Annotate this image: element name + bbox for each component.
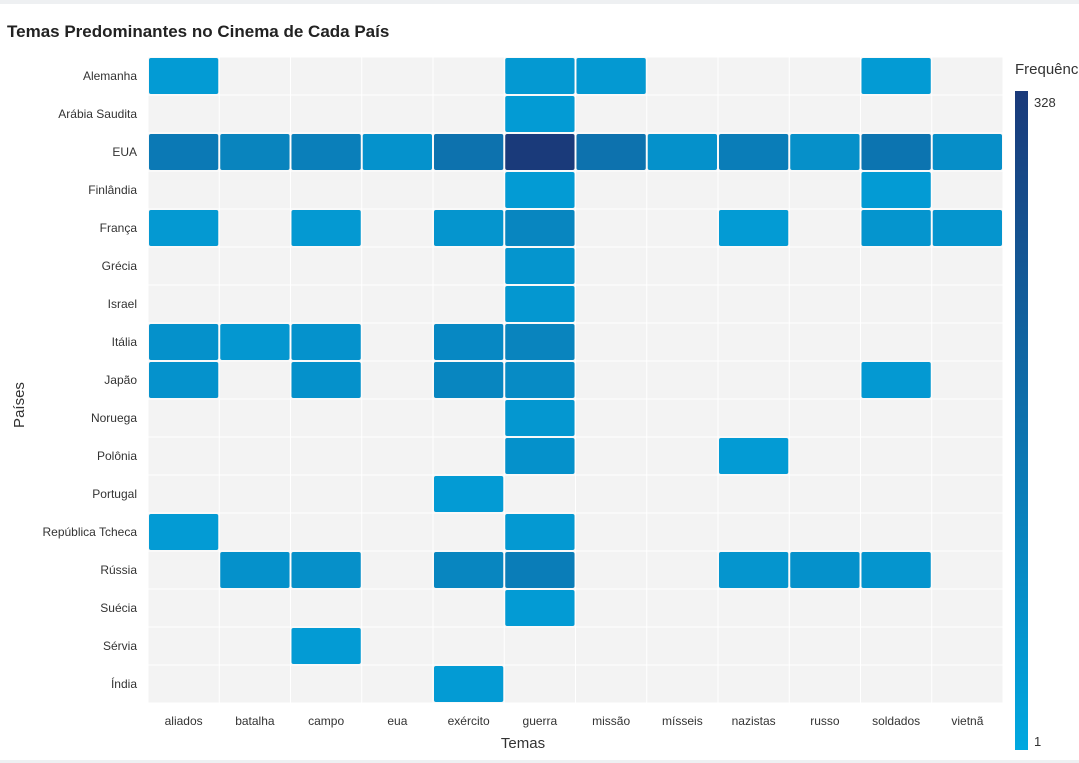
heatmap-cell[interactable]: Alemanha / soldados: 8 xyxy=(861,58,931,94)
legend-title: Frequência xyxy=(1015,61,1079,78)
heatmap-cell[interactable]: Japão / aliados: 18 xyxy=(149,362,219,398)
y-tick-label: Suécia xyxy=(100,601,137,615)
x-tick-label: russo xyxy=(810,714,840,728)
heatmap-cell[interactable]: EUA / aliados: 70 xyxy=(149,134,219,170)
heatmap-cell[interactable]: Israel / guerra: 12 xyxy=(505,286,575,322)
x-tick-label: exército xyxy=(448,714,490,728)
y-tick-label: EUA xyxy=(112,145,137,159)
y-tick-label: Arábia Saudita xyxy=(58,107,137,121)
colorbar-max-label: 328 xyxy=(1034,95,1056,110)
heatmap-cell[interactable]: Japão / guerra: 30 xyxy=(505,362,575,398)
y-tick-label: Índia xyxy=(111,676,137,691)
heatmap-cell[interactable]: EUA / vietnã: 25 xyxy=(932,134,1002,170)
heatmap-cell[interactable]: Arábia Saudita / guerra: 8 xyxy=(505,96,575,132)
heatmap-cell[interactable]: Polônia / nazistas: 8 xyxy=(719,438,789,474)
y-tick-label: Portugal xyxy=(92,487,137,501)
top-border xyxy=(0,0,1079,4)
heatmap-cell[interactable]: Finlândia / guerra: 8 xyxy=(505,172,575,208)
y-tick-label: Rússia xyxy=(100,563,137,577)
heatmap-cell[interactable]: França / exército: 15 xyxy=(434,210,504,246)
heatmap-cell[interactable]: EUA / guerra: 328 xyxy=(505,134,575,170)
y-tick-labels: Alemanha Arábia Saudita EUA Finlândia França… xyxy=(42,69,137,691)
heatmap-cell[interactable]: Itália / aliados: 20 xyxy=(149,324,219,360)
y-tick-label: Finlândia xyxy=(88,183,137,197)
heatmap-cell[interactable]: EUA / eua: 18 xyxy=(362,134,432,170)
heatmap-cell[interactable]: Rússia / nazistas: 15 xyxy=(719,552,789,588)
heatmap-cell[interactable]: EUA / missão: 90 xyxy=(576,134,646,170)
heatmap-cell[interactable]: França / aliados: 10 xyxy=(149,210,219,246)
y-tick-label: Grécia xyxy=(102,259,138,273)
heatmap-cell[interactable]: Rússia / batalha: 20 xyxy=(220,552,290,588)
heatmap-cell[interactable]: Itália / campo: 18 xyxy=(291,324,361,360)
heatmap-cell[interactable]: França / guerra: 40 xyxy=(505,210,575,246)
heatmap-cells: Alemanha / aliados: 8 Alemanha / guerra: … xyxy=(149,58,1002,702)
heatmap-cell[interactable]: Rússia / campo: 22 xyxy=(291,552,361,588)
heatmap-cell[interactable]: República Tcheca / guerra: 10 xyxy=(505,514,575,550)
x-tick-label: nazistas xyxy=(732,714,776,728)
y-axis-title: Países xyxy=(11,382,28,428)
y-tick-label: Itália xyxy=(112,335,138,349)
heatmap-cell[interactable]: Alemanha / aliados: 8 xyxy=(149,58,219,94)
y-tick-label: Japão xyxy=(104,373,137,387)
y-tick-label: Israel xyxy=(108,297,137,311)
heatmap-cell[interactable]: França / vietnã: 15 xyxy=(932,210,1002,246)
bottom-border xyxy=(0,760,1079,763)
heatmap-cell[interactable]: Rússia / exército: 40 xyxy=(434,552,504,588)
heatmap-cell[interactable]: EUA / campo: 55 xyxy=(291,134,361,170)
heatmap-cell[interactable]: EUA / batalha: 45 xyxy=(220,134,290,170)
heatmap-cell[interactable]: Polônia / guerra: 20 xyxy=(505,438,575,474)
heatmap-cell[interactable]: EUA / russo: 22 xyxy=(790,134,860,170)
y-tick-label: Polônia xyxy=(97,449,137,463)
heatmap-cell[interactable]: Índia / exército: 8 xyxy=(434,666,504,702)
y-tick-label: França xyxy=(100,221,138,235)
heatmap-cell[interactable]: Grécia / guerra: 15 xyxy=(505,248,575,284)
x-tick-labels: aliados batalha campo eua exército guerra miss… xyxy=(165,714,984,728)
x-tick-label: missão xyxy=(592,714,630,728)
heatmap-cell[interactable]: França / soldados: 15 xyxy=(861,210,931,246)
y-tick-label: República Tcheca xyxy=(42,525,137,539)
heatmap-cell[interactable]: EUA / soldados: 85 xyxy=(861,134,931,170)
x-tick-label: campo xyxy=(308,714,344,728)
x-tick-label: mísseis xyxy=(662,714,703,728)
y-tick-label: Sérvia xyxy=(103,639,137,653)
heatmap-cell[interactable]: França / campo: 10 xyxy=(291,210,361,246)
x-tick-label: eua xyxy=(387,714,407,728)
heatmap-cell[interactable]: Japão / campo: 20 xyxy=(291,362,361,398)
y-tick-label: Alemanha xyxy=(83,69,137,83)
gridlines xyxy=(147,56,1004,704)
heatmap-cell[interactable]: Portugal / exército: 8 xyxy=(434,476,504,512)
heatmap-cell[interactable]: Rússia / russo: 20 xyxy=(790,552,860,588)
heatmap-cell[interactable]: Rússia / guerra: 60 xyxy=(505,552,575,588)
heatmap-cell[interactable]: Alemanha / missão: 10 xyxy=(576,58,646,94)
chart-title: Temas Predominantes no Cinema de Cada Pa… xyxy=(7,22,390,41)
heatmap-cell[interactable]: Japão / exército: 40 xyxy=(434,362,504,398)
x-tick-label: soldados xyxy=(872,714,920,728)
x-tick-label: aliados xyxy=(165,714,203,728)
heatmap-cell[interactable]: EUA / exército: 90 xyxy=(434,134,504,170)
x-tick-label: guerra xyxy=(523,714,558,728)
heatmap-cell[interactable]: Sérvia / campo: 8 xyxy=(291,628,361,664)
heatmap-cell[interactable]: Japão / soldados: 10 xyxy=(861,362,931,398)
heatmap-cell[interactable]: Alemanha / guerra: 10 xyxy=(505,58,575,94)
x-axis-title: Temas xyxy=(501,735,545,752)
heatmap-cell[interactable]: República Tcheca / aliados: 8 xyxy=(149,514,219,550)
heatmap-cell[interactable]: Rússia / soldados: 15 xyxy=(861,552,931,588)
heatmap-cell[interactable]: EUA / nazistas: 60 xyxy=(719,134,789,170)
heatmap-cell[interactable]: Itália / exército: 35 xyxy=(434,324,504,360)
heatmap-cell[interactable]: Suécia / guerra: 8 xyxy=(505,590,575,626)
x-tick-label: batalha xyxy=(235,714,275,728)
heatmap-cell[interactable]: França / nazistas: 8 xyxy=(719,210,789,246)
heatmap-cell[interactable]: Itália / guerra: 45 xyxy=(505,324,575,360)
colorbar-min-label: 1 xyxy=(1034,734,1041,749)
y-tick-label: Noruega xyxy=(91,411,137,425)
heatmap-cell[interactable]: Itália / batalha: 12 xyxy=(220,324,290,360)
heatmap-cell[interactable]: Finlândia / soldados: 8 xyxy=(861,172,931,208)
heatmap-cell[interactable]: Noruega / guerra: 12 xyxy=(505,400,575,436)
colorbar xyxy=(1015,91,1028,750)
heatmap-cell[interactable]: EUA / mísseis: 20 xyxy=(647,134,717,170)
x-tick-label: vietnã xyxy=(951,714,983,728)
